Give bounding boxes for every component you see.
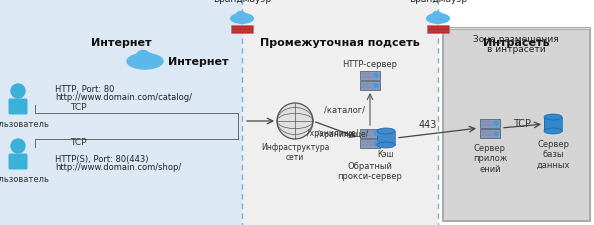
- FancyBboxPatch shape: [8, 99, 27, 115]
- Circle shape: [374, 132, 378, 136]
- Text: HTTP(S), Port: 80(443): HTTP(S), Port: 80(443): [55, 154, 148, 163]
- Text: TCP: TCP: [70, 138, 87, 147]
- Text: Брандмауэр: Брандмауэр: [213, 0, 271, 4]
- Bar: [544, 117, 562, 131]
- Text: TCP: TCP: [70, 103, 87, 112]
- Bar: [242, 0, 438, 225]
- Circle shape: [440, 17, 446, 22]
- Text: Пользователь: Пользователь: [0, 119, 49, 128]
- Text: Пользователь: Пользователь: [0, 174, 49, 183]
- Text: Сервер
прилож
ений: Сервер прилож ений: [473, 143, 507, 173]
- Text: HTTP-сервер: HTTP-сервер: [343, 60, 397, 69]
- Bar: [360, 72, 380, 81]
- Bar: [0, 0, 242, 225]
- Text: /хранилище/: /хранилище/: [307, 129, 358, 138]
- Bar: [480, 119, 500, 128]
- Text: /каталог/: /каталог/: [324, 105, 365, 114]
- Circle shape: [236, 12, 245, 22]
- Circle shape: [136, 51, 150, 65]
- Circle shape: [374, 84, 378, 88]
- Bar: [480, 129, 500, 138]
- Ellipse shape: [127, 54, 164, 70]
- FancyBboxPatch shape: [8, 154, 27, 170]
- Bar: [360, 129, 380, 138]
- Circle shape: [432, 12, 441, 22]
- Text: Интернет: Интернет: [168, 57, 229, 67]
- Circle shape: [374, 142, 378, 146]
- Circle shape: [494, 122, 498, 126]
- Circle shape: [244, 17, 249, 22]
- Text: http://www.domain.com/shop/: http://www.domain.com/shop/: [55, 162, 181, 171]
- Bar: [442, 28, 590, 221]
- Text: Кэш: Кэш: [378, 149, 394, 158]
- Circle shape: [141, 61, 149, 69]
- Text: 443: 443: [418, 119, 437, 129]
- Text: Интрасеть: Интрасеть: [483, 38, 549, 48]
- Ellipse shape: [230, 14, 254, 25]
- Circle shape: [143, 54, 154, 65]
- Text: Обратный
прокси-сервер: Обратный прокси-сервер: [337, 161, 403, 181]
- Text: Интернет: Интернет: [91, 38, 151, 48]
- Ellipse shape: [544, 128, 562, 134]
- Circle shape: [494, 132, 498, 136]
- Text: /хранилище/: /хранилище/: [317, 130, 368, 139]
- Bar: [438, 0, 594, 225]
- Text: Брандмауэр: Брандмауэр: [409, 0, 467, 4]
- Text: Промежуточная подсеть: Промежуточная подсеть: [260, 38, 420, 48]
- Circle shape: [374, 74, 378, 78]
- Text: TCP: TCP: [513, 119, 532, 128]
- Bar: [443, 30, 589, 220]
- Text: Сервер
базы
данных: Сервер базы данных: [536, 139, 570, 169]
- Circle shape: [11, 139, 25, 153]
- Text: http://www.domain.com/catalog/: http://www.domain.com/catalog/: [55, 93, 192, 101]
- Bar: [427, 26, 449, 34]
- Text: Инфраструктура
сети: Инфраструктура сети: [261, 142, 329, 162]
- Bar: [377, 131, 395, 145]
- Ellipse shape: [426, 14, 450, 25]
- Text: Зона размещения
в интрасети: Зона размещения в интрасети: [473, 35, 559, 54]
- Text: HTTP, Port: 80: HTTP, Port: 80: [55, 85, 115, 94]
- Bar: [360, 139, 380, 148]
- Ellipse shape: [544, 115, 562, 120]
- Circle shape: [148, 58, 156, 66]
- Circle shape: [239, 19, 245, 24]
- Bar: [360, 82, 380, 91]
- Circle shape: [235, 16, 242, 22]
- Circle shape: [277, 104, 313, 139]
- Circle shape: [435, 19, 441, 24]
- Circle shape: [134, 56, 144, 67]
- Ellipse shape: [377, 128, 395, 134]
- Circle shape: [431, 16, 438, 22]
- Circle shape: [241, 14, 248, 21]
- Ellipse shape: [377, 142, 395, 148]
- Circle shape: [11, 85, 25, 99]
- Bar: [231, 26, 253, 34]
- Circle shape: [437, 14, 444, 21]
